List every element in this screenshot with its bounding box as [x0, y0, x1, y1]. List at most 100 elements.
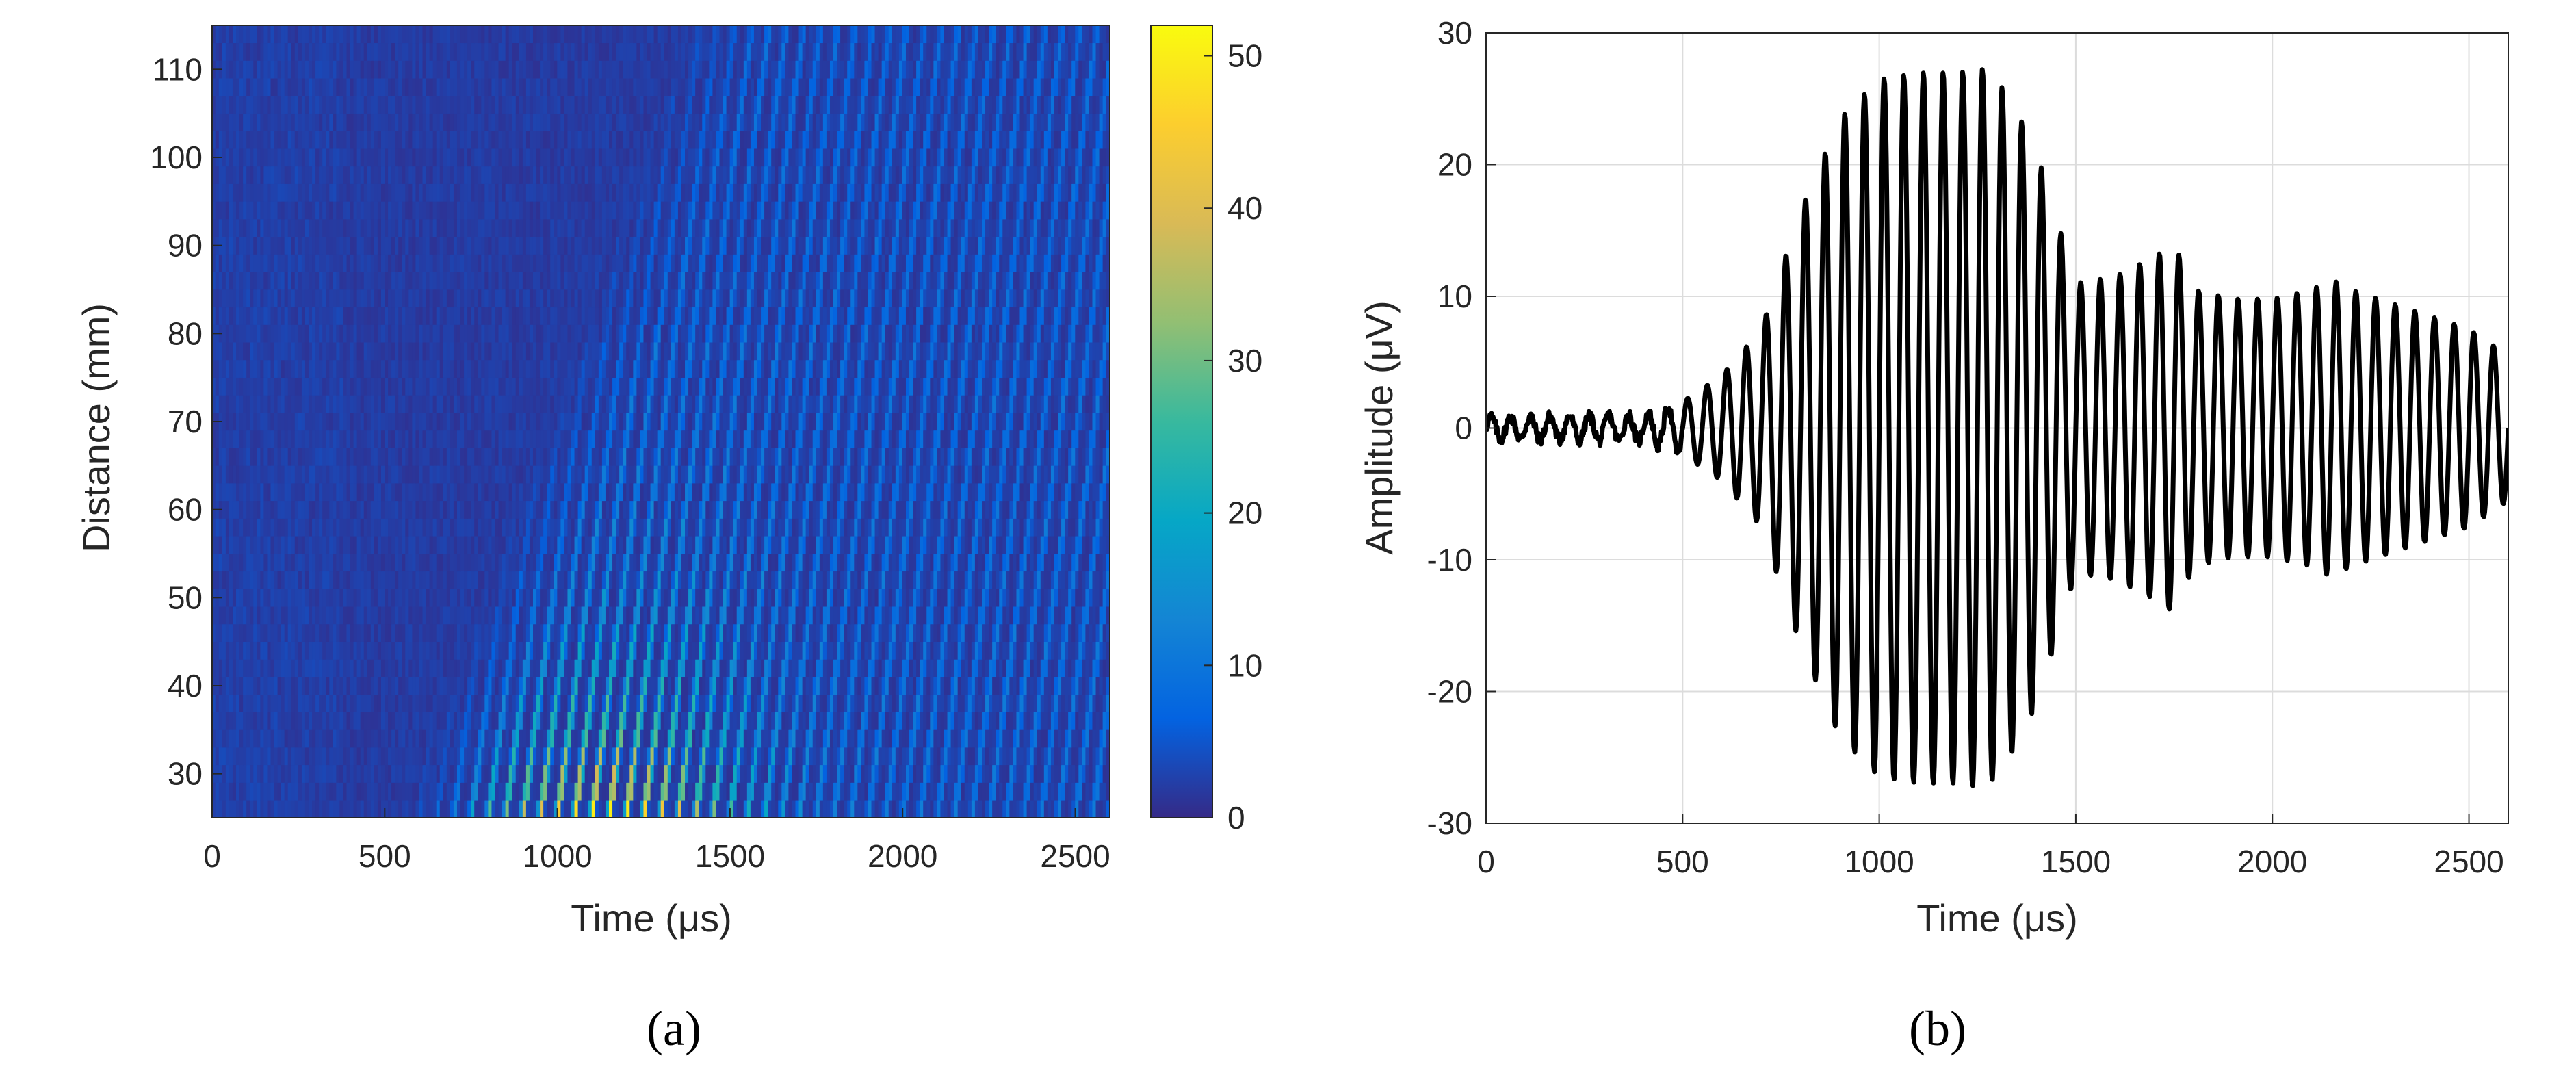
heatmap-cell — [736, 623, 741, 642]
heatmap-cell — [740, 659, 744, 677]
heatmap-cell — [336, 606, 341, 625]
heatmap-cell — [764, 729, 768, 748]
heatmap-cell — [474, 712, 478, 730]
heatmap-cell — [405, 571, 409, 589]
heatmap-cell — [243, 606, 247, 625]
heatmap-cell — [550, 606, 554, 625]
heatmap-cell — [522, 676, 527, 695]
heatmap-cell — [218, 799, 223, 818]
heatmap-cell — [491, 782, 496, 801]
heatmap-cell — [933, 659, 937, 677]
heatmap-cell — [695, 712, 699, 730]
heatmap-cell — [478, 589, 482, 607]
heatmap-cell — [388, 659, 392, 677]
heatmap-cell — [346, 764, 351, 783]
heatmap-cell — [805, 676, 810, 695]
heatmap-cell — [733, 606, 738, 625]
heatmap-cell — [474, 799, 478, 818]
heatmap-cell — [380, 659, 385, 677]
heatmap-cell — [319, 764, 323, 783]
heatmap-cell — [495, 482, 499, 502]
heatmap-cell — [584, 589, 589, 607]
heatmap-cell — [1061, 535, 1065, 554]
heatmap-cell — [826, 623, 831, 642]
heatmap-cell — [985, 782, 989, 801]
heatmap-cell — [895, 482, 900, 502]
heatmap-cell — [923, 729, 927, 748]
heatmap-cell — [284, 641, 289, 660]
heatmap-cell — [495, 764, 499, 783]
heatmap-cell — [702, 782, 706, 801]
heatmap-cell — [346, 465, 351, 484]
heatmap-cell — [1065, 589, 1069, 607]
heatmap-cell — [1075, 747, 1079, 766]
heatmap-cell — [916, 623, 920, 642]
heatmap-cell — [844, 518, 848, 536]
heatmap-cell — [1040, 535, 1045, 554]
heatmap-cell — [243, 694, 247, 712]
heatmap-cell — [816, 482, 820, 502]
heatmap-cell — [695, 589, 699, 607]
heatmap-cell — [978, 571, 983, 589]
heatmap-cell — [512, 694, 517, 712]
heatmap-cell — [1054, 553, 1058, 572]
heatmap-cell — [543, 641, 547, 660]
heatmap-cell — [512, 482, 517, 502]
heatmap-cell — [671, 589, 675, 607]
heatmap-cell — [536, 571, 541, 589]
heatmap-cell — [1068, 553, 1072, 572]
heatmap-cell — [554, 482, 558, 502]
heatmap-cell — [1026, 641, 1031, 660]
heatmap-cell — [557, 518, 561, 536]
heatmap-cell — [481, 571, 485, 589]
heatmap-cell — [692, 747, 696, 766]
heatmap-cell — [609, 729, 613, 748]
heatmap-cell — [229, 518, 233, 536]
heatmap-cell — [329, 659, 333, 677]
heatmap-cell — [937, 641, 941, 660]
heatmap-cell — [623, 764, 627, 783]
heatmap-cell — [329, 606, 333, 625]
heatmap-cell — [677, 623, 682, 642]
heatmap-cell — [971, 535, 976, 554]
heatmap-cell — [837, 764, 841, 783]
heatmap-cell — [1037, 799, 1041, 818]
heatmap-cell — [215, 518, 220, 536]
heatmap-cell — [709, 553, 713, 572]
heatmap-cell — [374, 571, 378, 589]
heatmap-cell — [699, 782, 703, 801]
heatmap-cell — [412, 782, 417, 801]
heatmap-cell — [211, 606, 216, 625]
heatmap-cell — [733, 500, 738, 519]
heatmap-cell — [356, 571, 361, 589]
heatmap-cell — [432, 799, 437, 818]
heatmap-cell — [888, 589, 893, 607]
heatmap-cell — [1068, 694, 1072, 712]
heatmap-cell — [920, 571, 924, 589]
heatmap-cell — [1085, 606, 1090, 625]
heatmap-cell — [274, 589, 278, 607]
heatmap-cell — [671, 764, 675, 783]
heatmap-cell — [775, 747, 779, 766]
heatmap-cell — [802, 535, 807, 554]
heatmap-cell — [274, 465, 278, 484]
heatmap-cell — [229, 712, 233, 730]
heatmap-cell — [778, 553, 782, 572]
heatmap-cell — [508, 782, 513, 801]
heatmap-cell — [601, 782, 606, 801]
heatmap-cell — [816, 623, 820, 642]
heatmap-cell — [1106, 659, 1110, 677]
heatmap-cell — [402, 694, 406, 712]
heatmap-cell — [716, 676, 720, 695]
heatmap-cell — [1016, 764, 1021, 783]
heatmap-cell — [623, 482, 627, 502]
heatmap-cell — [584, 712, 589, 730]
heatmap-cell — [488, 571, 493, 589]
heatmap-cell — [402, 535, 406, 554]
heatmap-cell — [1061, 694, 1065, 712]
heatmap-cell — [512, 571, 517, 589]
heatmap-cell — [426, 764, 430, 783]
heatmap-cell — [577, 482, 582, 502]
heatmap-cell — [1075, 606, 1079, 625]
heatmap-cell — [850, 606, 855, 625]
